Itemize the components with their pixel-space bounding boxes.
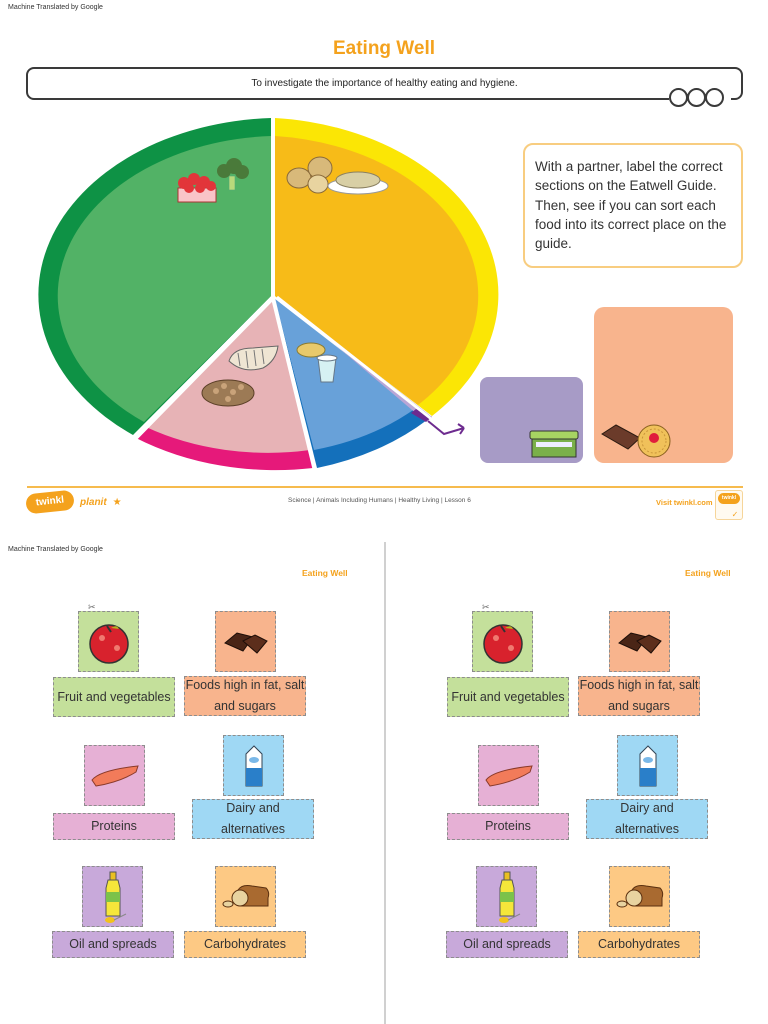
card-label-dairy[interactable]: Dairy and alternatives — [586, 799, 708, 839]
oil-bottle-icon — [498, 871, 520, 923]
bread-icon — [222, 884, 269, 907]
oil-spreads-drop-zone[interactable] — [480, 377, 583, 463]
card-image-carbs[interactable] — [609, 866, 670, 927]
card-image-oil[interactable] — [82, 866, 143, 927]
eatwell-guide-diagram — [38, 116, 499, 471]
card-image-fruit-veg[interactable] — [78, 611, 139, 672]
apple-icon — [88, 623, 129, 664]
machine-translated-note: Machine Translated by Google — [8, 4, 103, 11]
section-dairy — [275, 299, 427, 468]
chicken-icon — [228, 345, 279, 371]
star-icon: ★ — [112, 496, 122, 508]
strawberries-icon — [177, 173, 217, 203]
learning-objective-box: To investigate the importance of healthy… — [26, 67, 743, 100]
card-label-fruit-veg[interactable]: Fruit and vegetables — [447, 677, 569, 717]
card-image-fat-sugar[interactable] — [215, 611, 276, 672]
instruction-line-1: With a partner, label the correct sectio… — [535, 159, 723, 193]
page-title-right: Eating Well — [685, 568, 731, 578]
card-label-fruit-veg[interactable]: Fruit and vegetables — [53, 677, 175, 717]
machine-translated-note-2: Machine Translated by Google — [8, 546, 103, 553]
card-label-proteins[interactable]: Proteins — [53, 813, 175, 840]
planit-logo-text: planit — [80, 496, 107, 508]
scissors-icon: ✂ — [88, 602, 96, 612]
card-label-carbs[interactable]: Carbohydrates — [578, 931, 700, 958]
pasta-icon — [327, 171, 389, 195]
bread-icon — [616, 884, 663, 907]
milk-carton-icon — [639, 744, 656, 786]
arrow-icon — [427, 420, 465, 436]
footer-divider — [27, 486, 743, 488]
card-label-dairy[interactable]: Dairy and alternatives — [192, 799, 314, 839]
salmon-icon — [484, 764, 533, 787]
card-image-proteins[interactable] — [84, 745, 145, 806]
potatoes-icon — [286, 156, 333, 194]
footer-breadcrumb: Science | Animals Including Humans | Hea… — [288, 497, 471, 504]
apple-icon — [482, 623, 523, 664]
card-label-oil[interactable]: Oil and spreads — [52, 931, 174, 958]
section-carbohydrates — [275, 118, 499, 416]
circle-icon — [705, 88, 724, 107]
page-title-left: Eating Well — [302, 568, 348, 578]
card-image-fruit-veg[interactable] — [472, 611, 533, 672]
card-set-right: ✂ Fruit and vegetables Foods high in fat… — [394, 0, 768, 1024]
milk-carton-icon — [245, 744, 262, 786]
card-label-oil[interactable]: Oil and spreads — [446, 931, 568, 958]
foods-high-fat-sugar-drop-zone[interactable] — [594, 307, 733, 463]
card-label-fat-sugar[interactable]: Foods high in fat, salt and sugars — [578, 676, 700, 716]
salmon-icon — [90, 764, 139, 787]
learning-objective-text: To investigate the importance of healthy… — [251, 78, 518, 89]
spread-tub-icon — [529, 430, 579, 458]
broccoli-icon — [217, 158, 249, 191]
card-label-fat-sugar[interactable]: Foods high in fat, salt and sugars — [184, 676, 306, 716]
visit-twinkl-link[interactable]: Visit twinkl.com — [656, 498, 713, 507]
card-set-left: ✂ Fruit and vegetables Foods high in fat… — [52, 602, 314, 958]
beans-icon — [201, 379, 255, 407]
oil-bottle-icon — [104, 871, 126, 923]
card-image-oil[interactable] — [476, 866, 537, 927]
card-image-dairy[interactable] — [223, 735, 284, 796]
instruction-line-2: Then, see if you can sort each food into… — [535, 198, 727, 251]
chocolate-icon — [617, 631, 662, 654]
page-split-divider — [384, 542, 386, 1024]
chocolate-icon — [223, 631, 268, 654]
twinkl-planit-logo: twinkl planit ★ — [25, 489, 122, 515]
page-title: Eating Well — [332, 38, 436, 59]
card-image-carbs[interactable] — [215, 866, 276, 927]
cheese-icon — [296, 342, 326, 358]
card-image-fat-sugar[interactable] — [609, 611, 670, 672]
objective-progress-circles — [669, 88, 731, 107]
instruction-box: With a partner, label the correct sectio… — [523, 143, 743, 268]
jam-biscuit-icon — [637, 424, 671, 458]
card-label-carbs[interactable]: Carbohydrates — [184, 931, 306, 958]
scissors-icon: ✂ — [482, 602, 490, 612]
twinkl-quality-badge: twinkl ✓ — [715, 490, 743, 520]
yoghurt-icon — [316, 354, 338, 383]
card-image-dairy[interactable] — [617, 735, 678, 796]
checkmark-icon: ✓ — [731, 510, 739, 519]
card-label-proteins[interactable]: Proteins — [447, 813, 569, 840]
card-image-proteins[interactable] — [478, 745, 539, 806]
